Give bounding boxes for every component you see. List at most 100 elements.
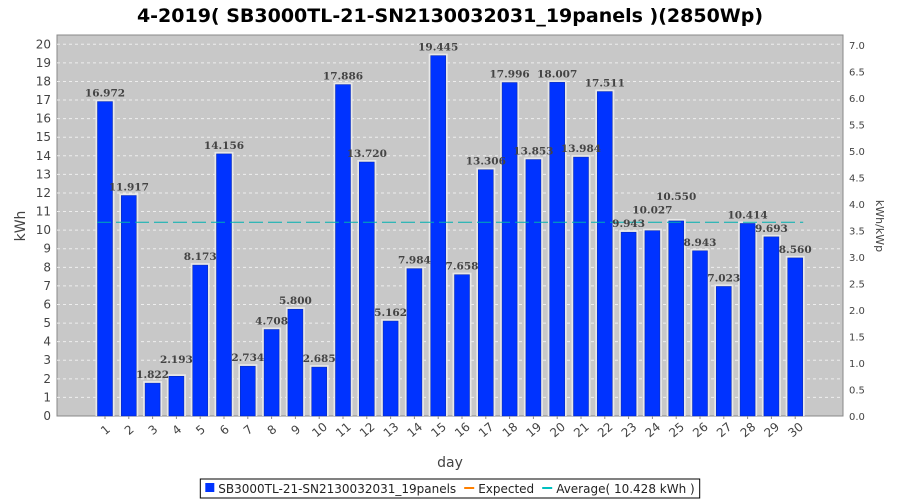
plot-area (56, 34, 844, 417)
x-tick-label: 9 (288, 422, 303, 438)
y-tick-label: 11 (36, 205, 51, 219)
y-right-tick-label: 2.5 (849, 280, 865, 291)
legend-swatch-production (205, 483, 215, 492)
y-tick-label: 5 (43, 316, 51, 330)
bar-value-label: 5.162 (374, 307, 407, 319)
bar (739, 223, 756, 417)
bar (216, 153, 232, 417)
legend-label-production: SB3000TL-21-SN2130032031_19panels (218, 482, 456, 496)
y-tick-label: 20 (36, 37, 51, 51)
x-tick-label: 5 (193, 422, 208, 438)
bar-value-label: 18.007 (537, 68, 577, 80)
bar-value-label: 11.917 (109, 182, 149, 194)
bar (692, 250, 708, 417)
bar-value-label: 17.886 (323, 71, 363, 83)
bar (97, 101, 113, 417)
bar (716, 286, 732, 417)
bar-value-label: 17.996 (490, 69, 530, 81)
legend-swatch-expected (464, 487, 475, 489)
bar-value-label: 1.822 (136, 369, 169, 381)
bar-value-label: 9.693 (755, 223, 788, 235)
bar (311, 366, 327, 417)
bar-value-label: 19.445 (418, 42, 458, 54)
y-tick-label: 1 (43, 390, 51, 404)
bar (359, 161, 375, 417)
y-tick-label: 6 (43, 297, 51, 311)
y-right-tick-label: 0.5 (849, 386, 865, 397)
y-right-tick-label: 0.0 (849, 412, 865, 423)
bar (644, 230, 661, 417)
bar (787, 257, 803, 417)
bar (406, 268, 423, 417)
x-tick-label: 19 (523, 420, 544, 441)
bar-value-label: 5.800 (279, 295, 312, 307)
y-right-tick-label: 6.0 (849, 94, 865, 105)
bar (382, 320, 399, 417)
x-tick-label: 20 (547, 420, 568, 441)
y-right-tick-label: 2.0 (849, 306, 865, 317)
y-tick-label: 13 (36, 167, 51, 181)
x-axis-label: day (437, 455, 463, 471)
y-right-tick-label: 5.0 (849, 147, 865, 158)
x-tick-label: 7 (241, 422, 256, 438)
y-tick-label: 3 (43, 353, 51, 367)
bar-value-label: 4.708 (255, 316, 288, 328)
bar-value-label: 7.658 (446, 261, 479, 273)
x-tick-label: 22 (595, 420, 616, 441)
x-tick-label: 6 (217, 422, 232, 438)
bar (168, 375, 185, 417)
x-tick-label: 18 (500, 420, 521, 441)
x-tick-label: 4 (169, 422, 184, 438)
bar-value-label: 10.027 (632, 205, 672, 217)
y-tick-label: 19 (36, 56, 51, 70)
y-tick-label: 8 (43, 260, 51, 274)
bar-value-label: 13.984 (561, 143, 601, 155)
bar-value-label: 2.193 (160, 354, 193, 366)
bar-value-label: 13.853 (513, 146, 553, 158)
x-tick-label: 25 (666, 420, 687, 441)
y-tick-label: 2 (43, 372, 51, 386)
y-right-tick-label: 3.5 (849, 227, 865, 238)
y-right-tick-label: 6.5 (849, 68, 865, 79)
x-tick-label: 24 (642, 420, 663, 441)
x-tick-label: 2 (122, 422, 137, 438)
y-right-tick-label: 4.5 (849, 174, 865, 185)
x-tick-label: 14 (404, 420, 425, 441)
bar (430, 55, 446, 417)
y-right-tick-label: 7.0 (849, 41, 865, 52)
y-right-tick-label: 1.5 (849, 333, 865, 344)
bar (263, 329, 280, 417)
x-tick-label: 1 (98, 422, 113, 438)
x-tick-label: 21 (571, 420, 592, 441)
y-tick-label: 17 (36, 93, 51, 107)
y-tick-label: 7 (43, 279, 51, 293)
x-tick-label: 29 (761, 420, 782, 441)
bar (335, 84, 351, 417)
x-tick-label: 10 (309, 420, 330, 441)
x-tick-label: 12 (357, 420, 378, 441)
bar (287, 308, 304, 417)
bar-value-label: 16.972 (85, 88, 125, 100)
bar-value-label: 8.173 (184, 251, 217, 263)
y-right-tick-label: 5.5 (849, 121, 865, 132)
x-tick-label: 15 (428, 420, 449, 441)
y-tick-label: 4 (43, 335, 51, 349)
bar-value-label: 7.984 (398, 255, 431, 267)
bar-value-label: 14.156 (204, 140, 244, 152)
bar-value-label: 2.734 (231, 352, 264, 364)
bar (192, 264, 208, 417)
y-tick-label: 18 (36, 74, 51, 88)
y-tick-label: 12 (36, 186, 51, 200)
bar (620, 231, 637, 417)
bar (525, 159, 542, 417)
x-tick-label: 8 (265, 422, 280, 438)
bar-value-label: 10.414 (728, 209, 768, 221)
bar (144, 382, 161, 417)
bar-value-label: 9.943 (612, 218, 645, 230)
y-axis-label: kWh (13, 211, 29, 242)
x-tick-label: 28 (738, 420, 759, 441)
y-tick-label: 10 (36, 223, 51, 237)
legend-label-expected: Expected (478, 482, 534, 496)
bar (240, 365, 256, 417)
bar (478, 169, 494, 417)
